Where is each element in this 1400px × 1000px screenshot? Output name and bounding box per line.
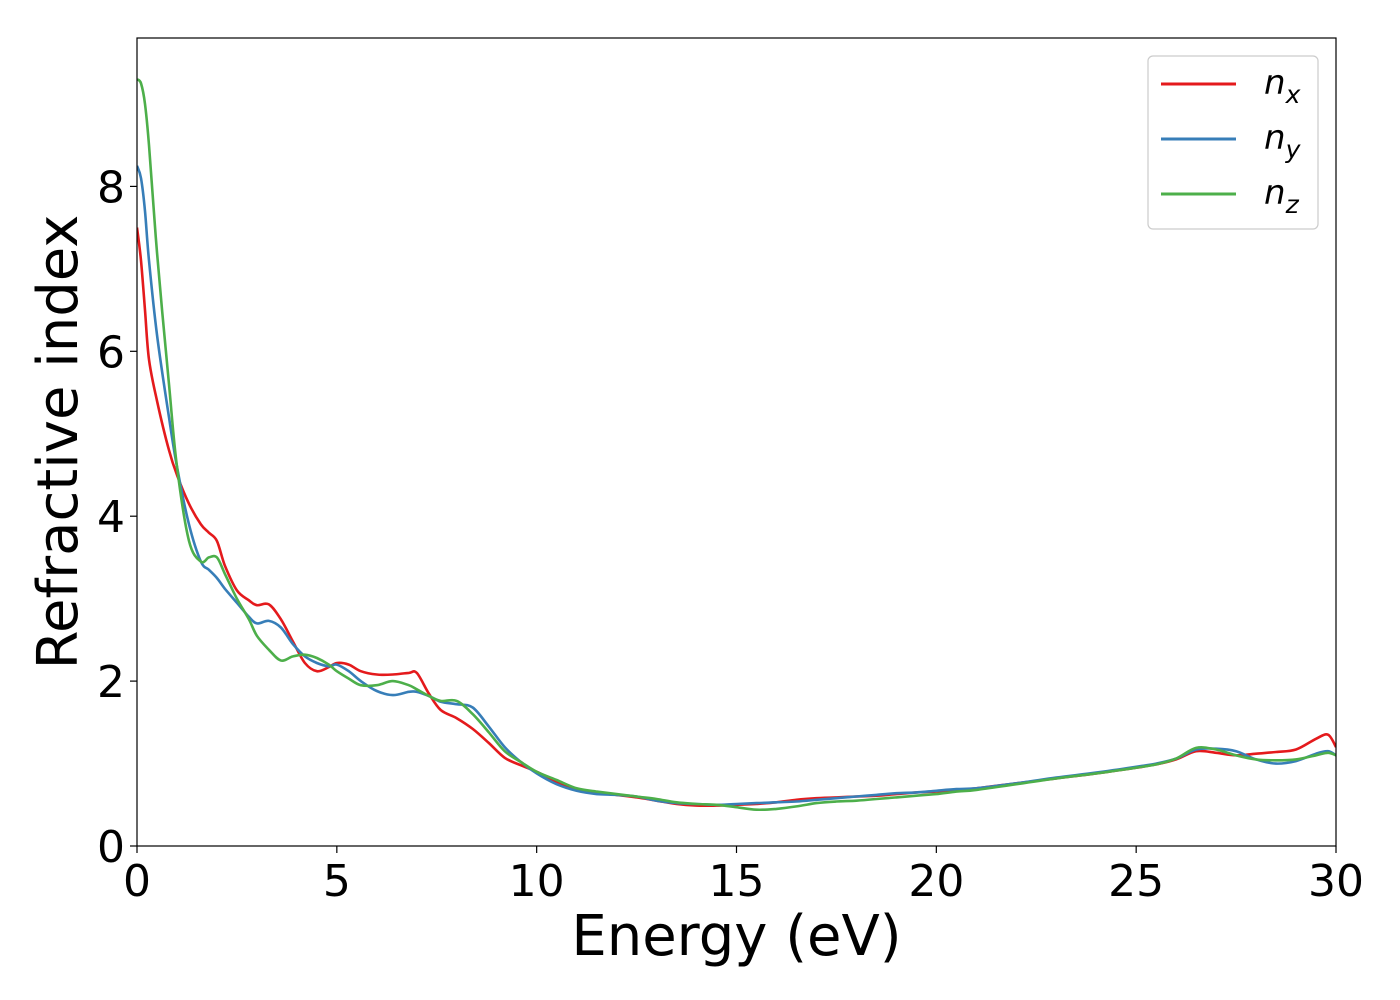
legend-label-nx: nx [1264,63,1301,109]
y-tick-label: 0 [97,822,125,873]
legend: nx ny nz [1147,55,1319,230]
y-axis-title: Refractive index [26,215,91,670]
x-tick-label: 10 [509,856,565,907]
y-tick-label: 8 [97,162,125,213]
x-tick-label: 5 [323,856,351,907]
x-tick-label: 20 [908,856,964,907]
ticks-layer: 0 5 10 15 20 25 30 0 2 4 6 8 [97,162,1364,907]
legend-box [1147,55,1319,230]
legend-label-ny: ny [1264,118,1302,164]
series-line-ny [137,165,1336,807]
x-tick-label: 30 [1308,856,1364,907]
series-line-nz [137,78,1336,812]
y-tick-label: 6 [97,327,125,378]
x-axis-title: Energy (eV) [571,904,901,969]
y-tick-label: 2 [97,657,125,708]
series-line-nx [137,227,1336,808]
x-tick-label: 15 [709,856,765,907]
legend-label-nz: nz [1264,173,1300,219]
y-tick-label: 4 [97,492,125,543]
x-tick-label: 0 [123,856,151,907]
series-layer [137,78,1336,812]
x-tick-label: 25 [1108,856,1164,907]
